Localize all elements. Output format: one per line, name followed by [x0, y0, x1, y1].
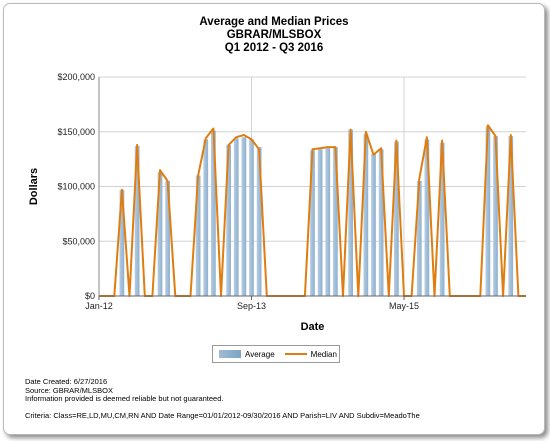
- average-bar: [241, 137, 247, 296]
- average-bar: [416, 181, 422, 296]
- average-bar: [363, 133, 369, 296]
- average-bar: [203, 139, 209, 296]
- average-bar: [226, 144, 231, 296]
- y-tick-label: $150,000: [57, 127, 95, 137]
- chart-title: Average and Median Prices: [199, 16, 349, 28]
- x-tick-label: May-15: [389, 301, 419, 311]
- chart-plot: $0 $50,000 $100,000 $150,000 $200,000 Jan-12…: [28, 72, 526, 333]
- average-bar: [508, 136, 514, 296]
- chart-subtitle-2: Q1 2012 - Q3 2016: [224, 42, 324, 54]
- average-bar: [371, 153, 376, 296]
- footer-date-created: Date Created: 6/27/2016: [25, 377, 108, 386]
- footer-criteria: Criteria: Class=RE,LD,MU,CM,RN AND Date …: [25, 410, 420, 420]
- x-tick-label: Jan-12: [85, 301, 113, 311]
- average-bar: [211, 130, 216, 296]
- average-bar: [439, 142, 445, 296]
- average-bar: [233, 138, 239, 296]
- average-bars: [119, 126, 514, 297]
- average-bar: [378, 149, 384, 296]
- average-bar: [424, 139, 430, 296]
- y-tick-label: $100,000: [57, 182, 95, 192]
- x-axis-title: Date: [301, 321, 325, 333]
- average-bar: [119, 189, 125, 296]
- average-bar: [325, 148, 331, 296]
- legend-median-label: Median: [310, 349, 337, 359]
- footer-disclaimer: Information provided is deemed reliable …: [25, 394, 224, 403]
- chart-legend: Average Median: [212, 345, 340, 363]
- legend-average-label: Average: [245, 349, 275, 359]
- y-axis-title: Dollars: [28, 168, 40, 205]
- average-bar: [134, 145, 140, 296]
- chart-footer: Date Created: 6/27/2016 Source: GBRAR/ML…: [25, 377, 420, 420]
- average-bar: [249, 139, 254, 296]
- y-tick-label: $50,000: [62, 236, 95, 246]
- footer-source: Source: GBRAR/MLSBOX: [25, 385, 113, 395]
- average-bar: [256, 147, 262, 296]
- chart-subtitle-1: GBRAR/MLSBOX: [226, 29, 322, 41]
- legend-average-swatch: [219, 350, 241, 358]
- average-bar: [310, 150, 315, 296]
- y-tick-label: $0: [85, 291, 95, 301]
- legend-median-swatch: [284, 353, 307, 355]
- average-bar: [485, 126, 491, 297]
- average-bar: [165, 181, 170, 296]
- average-bar: [348, 129, 353, 296]
- average-bar: [317, 149, 323, 296]
- chart-titles: Average and Median Prices GBRAR/MLSBOX Q…: [4, 16, 544, 55]
- average-bar: [157, 172, 163, 296]
- chart-card: Average and Median Prices GBRAR/MLSBOX Q…: [3, 3, 545, 435]
- average-bar: [394, 141, 399, 296]
- y-tick-labels: $0 $50,000 $100,000 $150,000 $200,000: [57, 72, 95, 301]
- y-tick-label: $200,000: [57, 72, 95, 82]
- x-tick-label: Sep-13: [237, 301, 266, 311]
- x-tick-labels: Jan-12 Sep-13 May-15: [85, 301, 419, 311]
- axes: [98, 77, 526, 300]
- average-bar: [195, 175, 201, 296]
- average-bar: [493, 136, 498, 296]
- average-bar: [333, 147, 338, 296]
